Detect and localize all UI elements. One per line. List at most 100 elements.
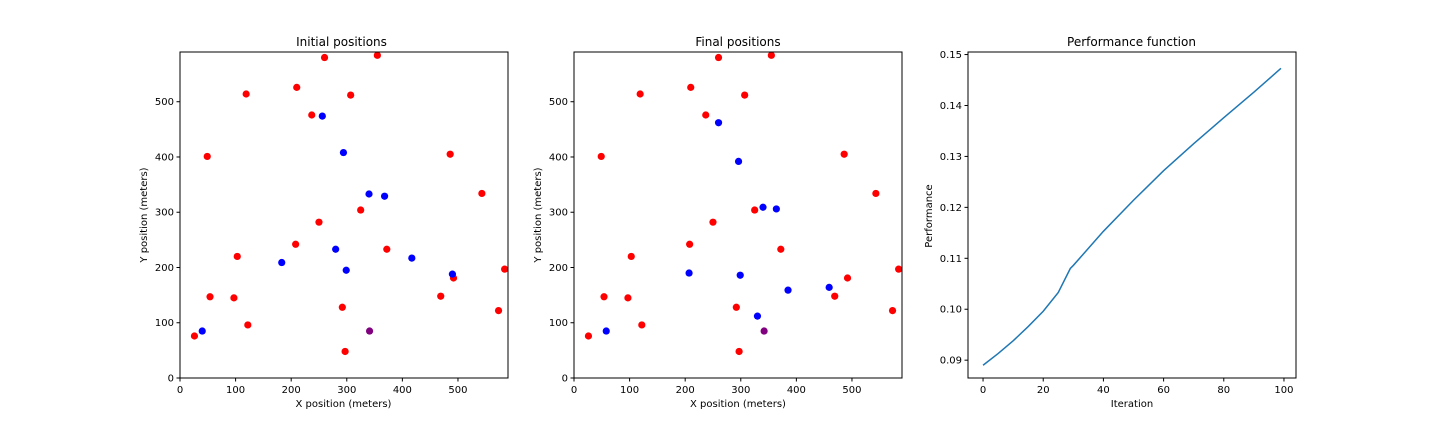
panel-final-positions: Final positions X position (meters) Y po… [533,35,903,410]
y-axis-label: Y position (meters) [533,167,544,263]
scatter-point [714,119,723,127]
scatter-point [320,53,329,62]
scatter-point [332,245,340,253]
plot-area [584,52,902,356]
axes-frame [573,51,903,379]
y-tick-label: 0 [562,374,568,385]
y-tick-label: 0.10 [940,305,962,316]
scatter-point [357,206,365,214]
y-tick-label: 0.13 [940,152,962,163]
scatter-point [735,347,743,356]
y-tick-label: 200 [155,263,174,274]
scatter-point [293,83,301,91]
scatter-point [478,189,486,198]
x-tick-label: 200 [282,385,301,396]
scatter-point [365,190,373,198]
scatter-point [584,332,593,340]
x-tick-label: 200 [676,385,695,396]
scatter-point [602,327,610,335]
x-tick-label: 400 [787,385,806,396]
scatter-point [888,306,897,315]
y-tick-label: 100 [549,318,568,329]
y-tick-label: 0 [168,374,174,385]
x-tick-label: 300 [337,385,356,396]
plot-area [982,67,1282,366]
scatter-point [767,52,775,59]
y-tick-label: 0.14 [940,101,962,112]
scatter-point [597,152,605,161]
axis-ticks: 0 20 40 60 80 100 0.09 0.10 0.11 0.12 0.13 0.14 0.15 [940,50,1294,396]
scatter-point [687,83,695,91]
scatter-point [702,111,710,119]
x-tick-label: 60 [1157,385,1170,396]
scatter-point [308,111,316,119]
panel-performance-function: Performance function Iteration Performan… [924,35,1297,410]
y-tick-label: 400 [549,152,568,163]
scatter-point [638,321,646,329]
scatter-point [741,91,749,99]
scatter-point [230,294,238,302]
scatter-point [636,90,644,98]
y-tick-label: 0.09 [940,356,962,367]
scatter-point [341,347,349,356]
y-tick-label: 100 [155,318,174,329]
scatter-point [233,252,241,261]
x-tick-label: 40 [1097,385,1110,396]
scatter-point [437,292,445,300]
x-axis-label: X position (meters) [690,399,786,410]
y-tick-label: 500 [549,97,568,108]
y-tick-label: 0.11 [940,254,962,265]
scatter-point [446,150,454,158]
scatter-point [760,327,768,335]
series-line [982,67,1282,366]
y-tick-label: 400 [155,152,174,163]
scatter-point [709,218,717,226]
panel-initial-positions: Initial positions X position (meters) Y … [139,35,509,410]
scatter-point [365,327,374,335]
scatter-point [777,245,785,253]
x-axis-label: Iteration [1111,399,1153,410]
scatter-point [190,332,199,340]
axes-frame [179,51,509,379]
scatter-point [494,306,503,315]
x-tick-label: 0 [177,385,183,396]
scatter-point [772,205,780,213]
chart-title: Final positions [695,35,780,49]
x-tick-label: 80 [1217,385,1230,396]
scatter-point [872,189,880,198]
scatter-point [203,152,211,161]
scatter-point [825,283,833,291]
scatter-point [732,303,740,311]
y-tick-label: 0.12 [940,203,962,214]
scatter-point [895,265,902,273]
scatter-point [292,240,300,248]
x-tick-label: 400 [393,385,412,396]
scatter-point [198,327,206,335]
chart-title: Initial positions [296,35,387,49]
chart-title: Performance function [1067,35,1196,49]
scatter-point [759,203,767,211]
scatter-point [753,312,762,320]
scatter-point [373,52,381,59]
scatter-point [380,192,389,200]
scatter-point [339,148,348,157]
scatter-point [315,218,323,226]
scatter-point [338,303,346,311]
scatter-point [784,286,792,294]
scatter-point [383,245,391,253]
plot-area [190,52,508,356]
scatter-point [600,293,608,301]
scatter-point [840,150,848,158]
scatter-point [685,269,693,277]
scatter-point [244,321,252,329]
scatter-point [686,240,694,248]
scatter-point [278,258,286,267]
y-tick-label: 300 [549,208,568,219]
scatter-point [714,53,723,62]
axes-frame [967,51,1297,379]
scatter-point [831,292,839,300]
scatter-point [347,91,355,99]
x-tick-label: 0 [980,385,986,396]
